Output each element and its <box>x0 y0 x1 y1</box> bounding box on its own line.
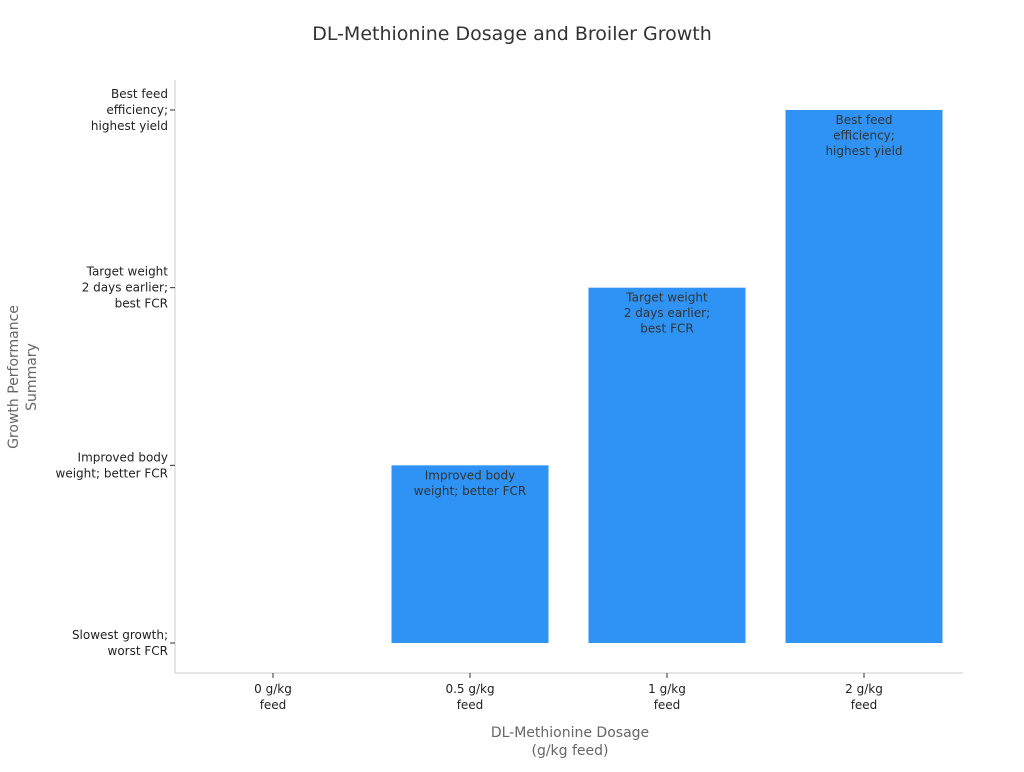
x-tick-label: 0.5 g/kg feed <box>445 682 494 712</box>
bar <box>391 465 549 643</box>
x-axis-label: DL-Methionine Dosage (g/kg feed) <box>491 725 649 759</box>
x-tick-label: 1 g/kg feed <box>648 682 686 712</box>
x-tick-label: 0 g/kg feed <box>254 682 292 712</box>
bar-data-label: Improved body weight; better FCR <box>414 468 526 498</box>
bar <box>785 110 943 643</box>
bar-data-label: Target weight 2 days earlier; best FCR <box>624 291 710 336</box>
x-tick-label: 2 g/kg feed <box>845 682 883 712</box>
chart-title: DL-Methionine Dosage and Broiler Growth <box>312 23 712 45</box>
y-tick-label: Best feed efficiency; highest yield <box>91 87 168 133</box>
bar <box>588 287 746 643</box>
y-axis-label: Growth Performance Summary <box>6 305 40 449</box>
y-tick-label: Improved body weight; better FCR <box>56 450 168 480</box>
y-tick-label: Slowest growth; worst FCR <box>72 628 168 658</box>
bar-data-label: Best feed efficiency; highest yield <box>825 113 902 158</box>
y-tick-label: Target weight 2 days earlier; best FCR <box>82 265 169 311</box>
